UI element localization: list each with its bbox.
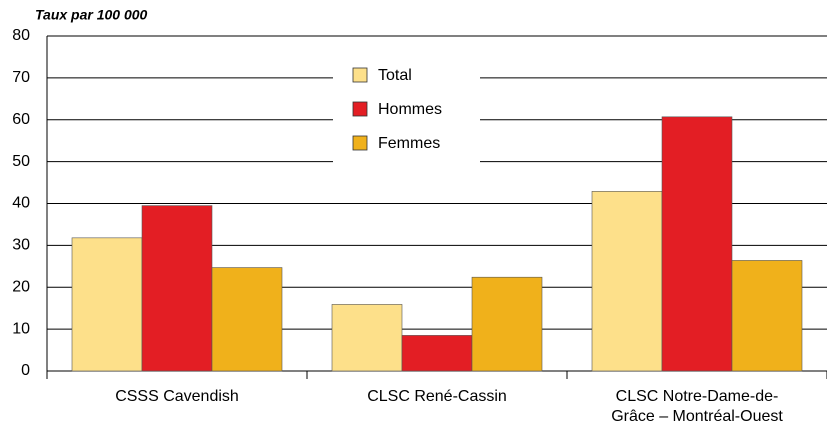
legend-label: Femmes [378,135,440,152]
y-tick-label: 80 [12,27,30,44]
bar [331,304,403,372]
legend-swatch [352,67,368,83]
legend-swatch [352,101,368,117]
y-tick-label: 50 [12,153,30,170]
bar [71,237,143,372]
legend-swatch [352,135,368,151]
x-tick-label: CSSS Cavendish [115,388,239,405]
bar [731,260,803,372]
x-tick-label: CLSC Notre-Dame-de-Grâce – Montréal-Oues… [611,388,783,425]
y-tick-label: 0 [21,362,30,379]
bar [471,276,543,372]
y-tick-label: 30 [12,237,30,254]
y-axis-label: Taux par 100 000 [35,7,148,23]
y-tick-label: 10 [12,320,30,337]
bar [141,205,213,372]
legend-label: Hommes [378,101,442,118]
x-tick-label: CLSC René-Cassin [367,388,507,405]
bar [591,191,663,372]
bar [661,116,733,372]
legend-label: Total [378,67,412,84]
y-tick-label: 60 [12,111,30,128]
bar [401,335,473,372]
y-tick-label: 70 [12,69,30,86]
y-tick-label: 40 [12,195,30,212]
y-tick-label: 20 [12,278,30,295]
bar [211,267,283,372]
